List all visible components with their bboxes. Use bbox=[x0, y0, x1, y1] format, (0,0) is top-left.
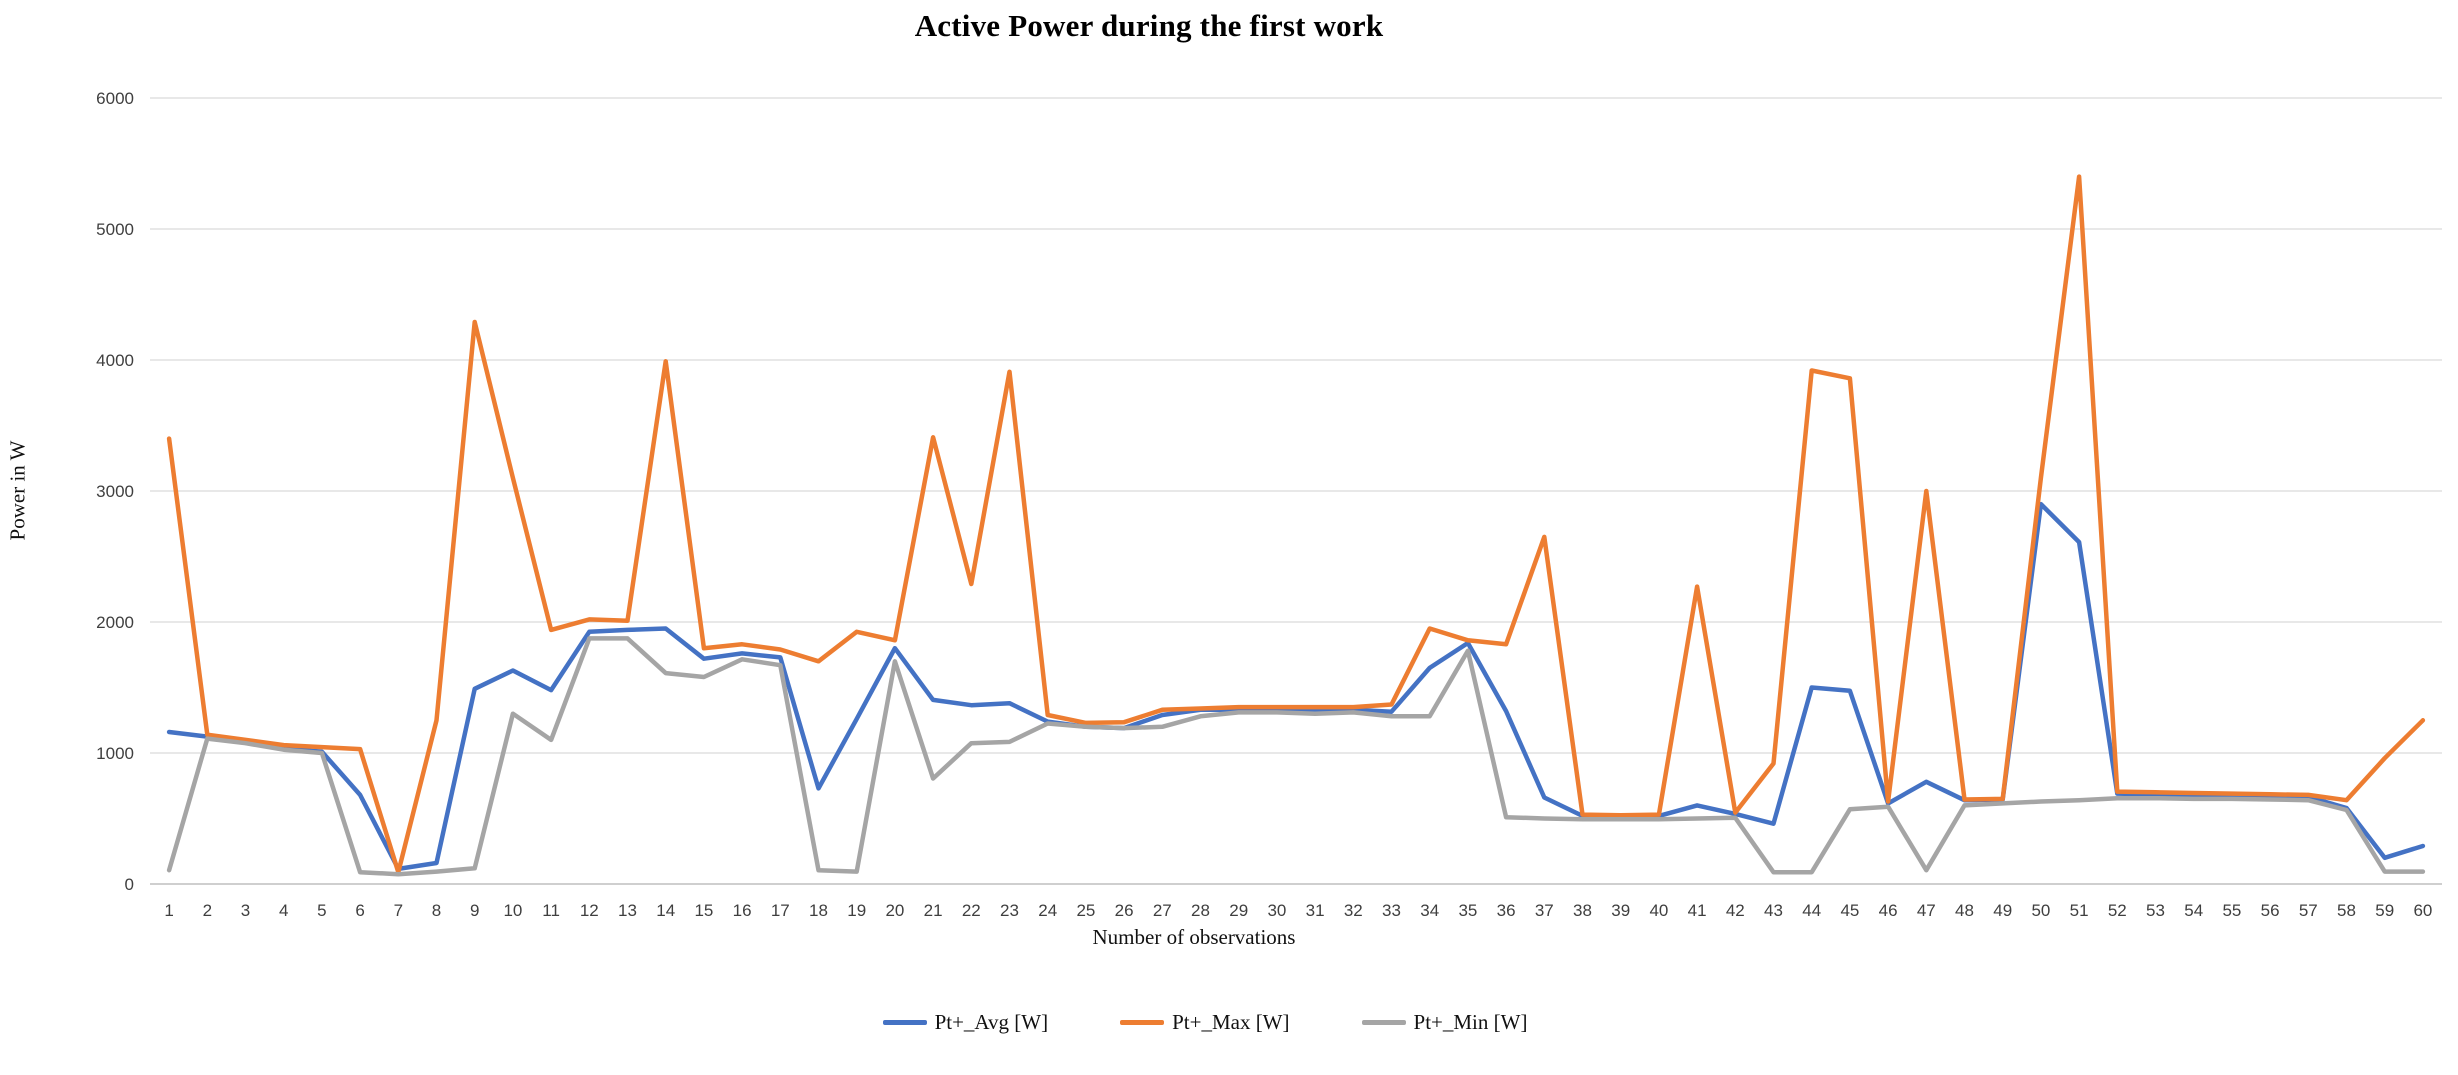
x-axis-tick-label: 16 bbox=[733, 901, 752, 920]
x-axis-tick-label: 5 bbox=[317, 901, 326, 920]
legend-label-min: Pt+_Min [W] bbox=[1413, 1010, 1528, 1034]
x-axis-tick-label: 50 bbox=[2031, 901, 2050, 920]
x-axis-tick-label: 7 bbox=[394, 901, 403, 920]
x-axis-title: Number of observations bbox=[1092, 925, 1296, 949]
legend-swatch-avg-icon bbox=[882, 1020, 927, 1025]
x-axis-tick-label: 23 bbox=[1000, 901, 1019, 920]
y-axis-tick-label: 6000 bbox=[96, 89, 134, 108]
x-axis-tick-label: 54 bbox=[2184, 901, 2203, 920]
x-axis-tick-label: 4 bbox=[279, 901, 288, 920]
legend-label-max: Pt+_Max [W] bbox=[1172, 1010, 1290, 1034]
x-axis-tick-label: 13 bbox=[618, 901, 637, 920]
x-axis-tick-label: 28 bbox=[1191, 901, 1210, 920]
x-axis-tick-label: 40 bbox=[1649, 901, 1668, 920]
legend-swatch-min-icon bbox=[1361, 1020, 1406, 1025]
x-axis-tick-label: 20 bbox=[885, 901, 904, 920]
x-axis-tick-label: 12 bbox=[580, 901, 599, 920]
x-axis-tick-label: 48 bbox=[1955, 901, 1974, 920]
x-axis-tick-label: 18 bbox=[809, 901, 828, 920]
x-axis-tick-label: 9 bbox=[470, 901, 479, 920]
x-axis-tick-label: 43 bbox=[1764, 901, 1783, 920]
x-axis-tick-label: 55 bbox=[2222, 901, 2241, 920]
y-axis-tick-label: 1000 bbox=[96, 744, 134, 763]
x-axis-tick-label: 49 bbox=[1993, 901, 2012, 920]
x-axis-tick-label: 3 bbox=[241, 901, 250, 920]
x-axis-tick-label: 47 bbox=[1917, 901, 1936, 920]
x-axis-tick-label: 58 bbox=[2337, 901, 2356, 920]
x-axis-tick-label: 36 bbox=[1497, 901, 1516, 920]
x-axis-tick-label: 37 bbox=[1535, 901, 1554, 920]
y-axis-tick-label: 4000 bbox=[96, 351, 134, 370]
x-axis-tick-label: 53 bbox=[2146, 901, 2165, 920]
y-axis-tick-label: 2000 bbox=[96, 613, 134, 632]
legend-label-avg: Pt+_Avg [W] bbox=[934, 1010, 1049, 1034]
x-axis-tick-label: 52 bbox=[2108, 901, 2127, 920]
x-axis-tick-label: 17 bbox=[771, 901, 790, 920]
legend-item-max: Pt+_Max [W] bbox=[1120, 1010, 1290, 1035]
series-line-pt-max-w bbox=[166, 174, 2426, 875]
x-axis-tick-label: 10 bbox=[503, 901, 522, 920]
x-axis-tick-label: 45 bbox=[1840, 901, 1859, 920]
x-axis-tick-label: 27 bbox=[1153, 901, 1172, 920]
x-axis-tick-label: 21 bbox=[924, 901, 943, 920]
x-axis-tick-label: 57 bbox=[2299, 901, 2318, 920]
x-axis-tick-label: 30 bbox=[1267, 901, 1286, 920]
x-axis-tick-label: 1 bbox=[164, 901, 173, 920]
x-axis-tick-label: 14 bbox=[656, 901, 675, 920]
x-axis-tick-label: 15 bbox=[694, 901, 713, 920]
x-axis-tick-label: 11 bbox=[542, 901, 560, 920]
x-axis-tick-label: 41 bbox=[1688, 901, 1707, 920]
x-axis-tick-label: 2 bbox=[203, 901, 212, 920]
legend-item-min: Pt+_Min [W] bbox=[1361, 1010, 1528, 1035]
y-axis-tick-label: 0 bbox=[125, 875, 134, 894]
series-line-pt-min-w bbox=[166, 636, 2426, 877]
x-axis-tick-label: 46 bbox=[1879, 901, 1898, 920]
x-axis-tick-label: 26 bbox=[1115, 901, 1134, 920]
x-axis-tick-label: 22 bbox=[962, 901, 981, 920]
x-axis-tick-label: 60 bbox=[2413, 901, 2432, 920]
x-axis-tick-label: 6 bbox=[355, 901, 364, 920]
x-axis-tick-label: 8 bbox=[432, 901, 441, 920]
legend-swatch-max-icon bbox=[1120, 1020, 1165, 1025]
x-axis-tick-label: 56 bbox=[2261, 901, 2280, 920]
x-axis-tick-label: 24 bbox=[1038, 901, 1057, 920]
x-axis-tick-label: 29 bbox=[1229, 901, 1248, 920]
x-axis-tick-label: 33 bbox=[1382, 901, 1401, 920]
legend-item-avg: Pt+_Avg [W] bbox=[882, 1010, 1049, 1035]
y-axis-tick-label: 5000 bbox=[96, 220, 134, 239]
x-axis-tick-label: 35 bbox=[1458, 901, 1477, 920]
x-axis-tick-label: 42 bbox=[1726, 901, 1745, 920]
x-axis-tick-label: 25 bbox=[1076, 901, 1095, 920]
x-axis-tick-label: 44 bbox=[1802, 901, 1821, 920]
chart-title: Active Power during the first work bbox=[914, 8, 1384, 43]
x-axis-tick-label: 38 bbox=[1573, 901, 1592, 920]
series-line-pt-avg-w bbox=[166, 501, 2426, 872]
x-axis-tick-label: 31 bbox=[1306, 901, 1325, 920]
y-axis-tick-label: 3000 bbox=[96, 482, 134, 501]
x-axis-tick-label: 39 bbox=[1611, 901, 1630, 920]
x-axis-tick-label: 34 bbox=[1420, 901, 1439, 920]
x-axis-tick-label: 51 bbox=[2070, 901, 2089, 920]
x-axis-tick-label: 32 bbox=[1344, 901, 1363, 920]
x-axis-tick-label: 59 bbox=[2375, 901, 2394, 920]
legend: Pt+_Avg [W] Pt+_Max [W] Pt+_Min [W] bbox=[0, 1010, 2410, 1035]
x-axis-tick-label: 19 bbox=[847, 901, 866, 920]
